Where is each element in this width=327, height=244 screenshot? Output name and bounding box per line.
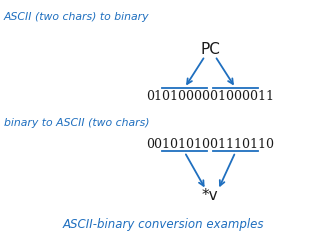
Text: 0010101001110110: 0010101001110110	[146, 138, 274, 151]
Text: *v: *v	[202, 188, 218, 203]
Text: 0101000001000011: 0101000001000011	[146, 90, 274, 103]
Text: binary to ASCII (two chars): binary to ASCII (two chars)	[4, 118, 149, 128]
Text: PC: PC	[200, 42, 220, 57]
Text: ASCII (two chars) to binary: ASCII (two chars) to binary	[4, 12, 149, 22]
Text: ASCII-binary conversion examples: ASCII-binary conversion examples	[62, 218, 264, 231]
